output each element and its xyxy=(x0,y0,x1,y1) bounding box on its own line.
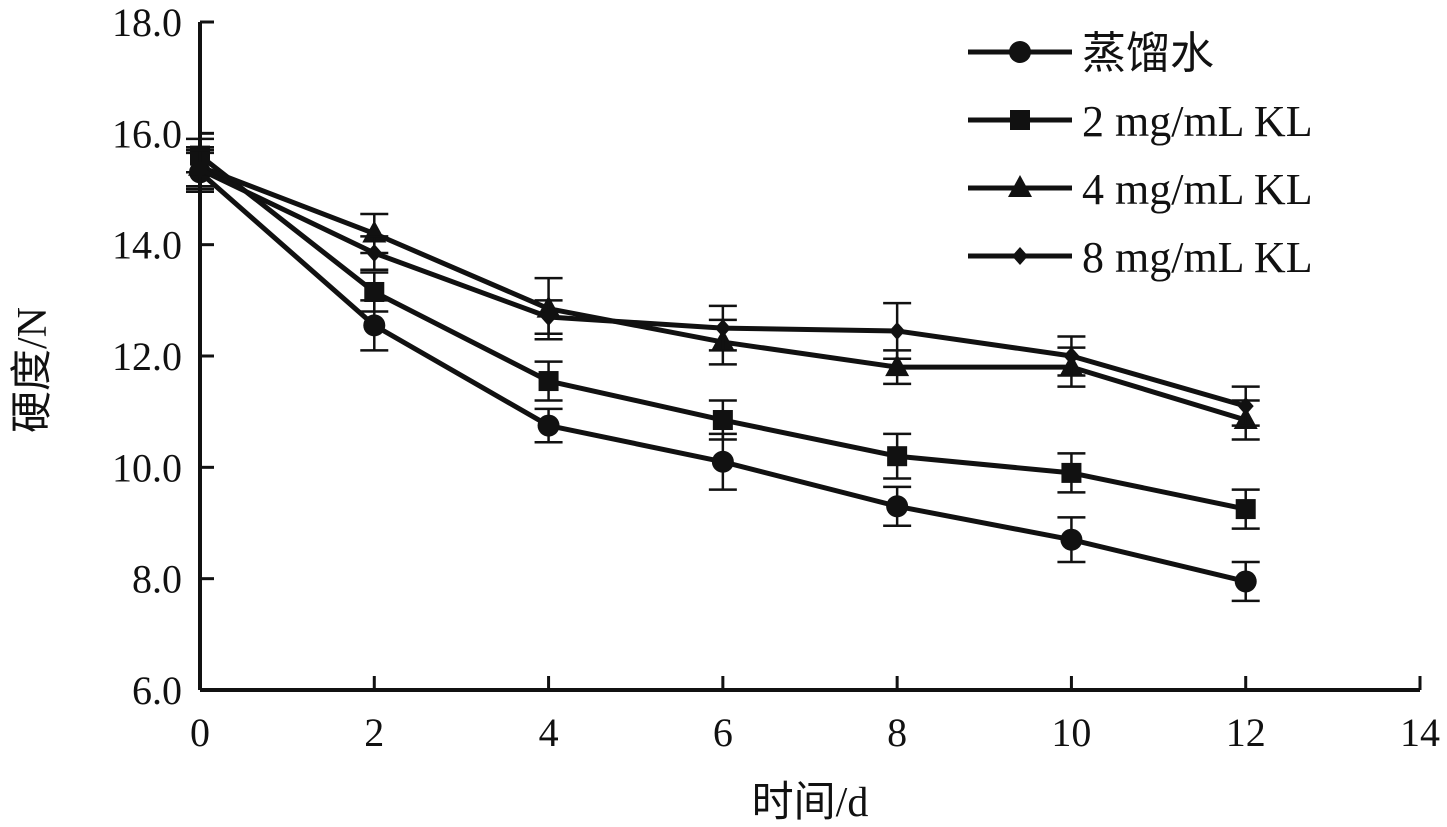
legend-marker xyxy=(1010,110,1030,130)
x-tick-label: 8 xyxy=(887,710,907,755)
legend-entry: 4 mg/mL KL xyxy=(968,165,1313,214)
legend-label: 4 mg/mL KL xyxy=(1082,165,1313,214)
data-point-diamond xyxy=(366,244,383,263)
x-tick-label: 0 xyxy=(190,710,210,755)
legend-label: 2 mg/mL KL xyxy=(1082,97,1313,146)
legend-entry: 蒸馏水 xyxy=(968,29,1214,78)
x-tick-label: 4 xyxy=(539,710,559,755)
legend-marker xyxy=(1009,41,1031,63)
data-point-square xyxy=(887,446,908,467)
data-point-circle xyxy=(537,414,560,437)
data-point-circle xyxy=(363,314,386,337)
data-point-diamond xyxy=(889,321,906,340)
y-tick-label: 12.0 xyxy=(112,334,182,379)
y-tick-label: 14.0 xyxy=(112,223,182,268)
y-tick-label: 6.0 xyxy=(132,668,182,713)
data-point-square xyxy=(1235,499,1256,520)
y-tick-label: 10.0 xyxy=(112,445,182,490)
legend-entry: 2 mg/mL KL xyxy=(968,97,1313,146)
legend: 蒸馏水 2 mg/mL KL 4 mg/mL KL 8 mg/mL KL xyxy=(968,29,1313,282)
data-point-diamond xyxy=(714,319,731,338)
data-point-diamond xyxy=(540,308,557,327)
y-tick-label: 8.0 xyxy=(132,557,182,602)
data-point-diamond xyxy=(1237,397,1254,416)
x-tick-label: 2 xyxy=(364,710,384,755)
data-point-diamond xyxy=(1063,347,1080,365)
x-axis-title: 时间/d xyxy=(752,780,869,826)
data-point-square xyxy=(712,410,733,431)
y-tick-label: 16.0 xyxy=(112,111,182,156)
legend-label: 8 mg/mL KL xyxy=(1082,233,1313,282)
data-point-diamond xyxy=(192,160,208,179)
legend-entry: 8 mg/mL KL xyxy=(968,233,1313,282)
legend-label: 蒸馏水 xyxy=(1082,29,1214,78)
legend-marker xyxy=(1012,247,1028,265)
data-point-circle xyxy=(711,450,734,473)
series-layer xyxy=(186,137,1260,603)
data-point-square xyxy=(1061,462,1082,483)
x-tick-label: 6 xyxy=(713,710,733,755)
data-point-square xyxy=(538,371,559,392)
data-point-circle xyxy=(1060,528,1083,551)
x-tick-label: 14 xyxy=(1400,710,1440,755)
y-axis-title: 硬度/N xyxy=(10,307,56,433)
legend-marker xyxy=(1008,175,1032,197)
data-point-circle xyxy=(1234,570,1257,593)
data-point-square xyxy=(364,281,385,302)
x-tick-label: 10 xyxy=(1051,710,1091,755)
data-point-triangle xyxy=(885,354,910,377)
data-point-circle xyxy=(886,495,909,518)
series-4 xyxy=(186,148,1260,427)
x-tick-label: 12 xyxy=(1226,710,1266,755)
axes: 6.0 8.0 10.0 12.0 14.0 16.0 18.0 0 2 4 6 8 10 12 14 xyxy=(112,0,1440,755)
y-tick-label: 18.0 xyxy=(112,0,182,45)
